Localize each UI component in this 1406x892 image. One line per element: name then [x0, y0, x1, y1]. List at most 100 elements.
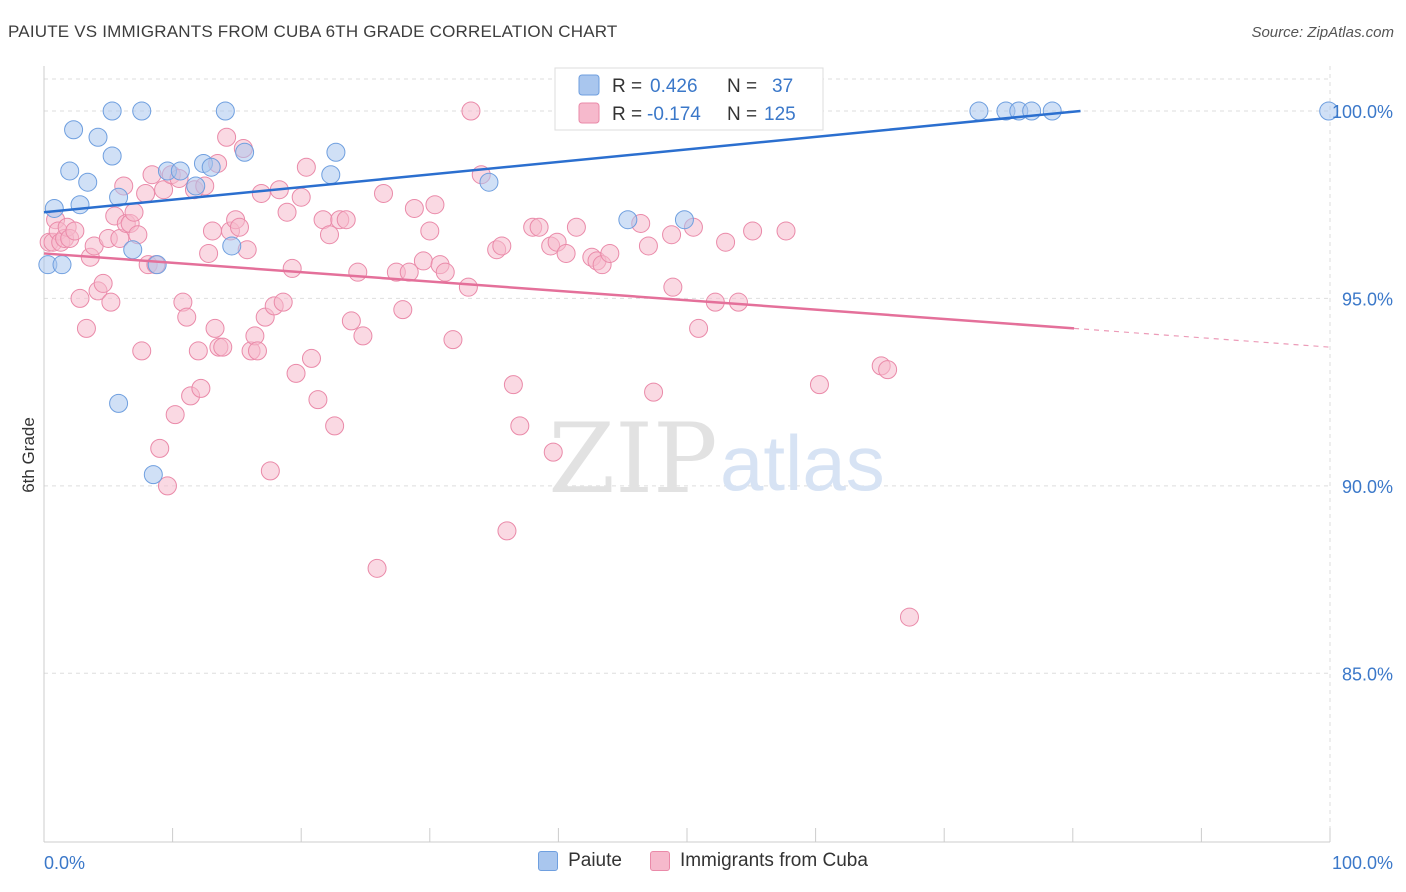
chart-title: PAIUTE VS IMMIGRANTS FROM CUBA 6TH GRADE…	[8, 22, 618, 41]
cuba-point	[458, 277, 478, 297]
paiute-point	[618, 210, 638, 230]
paiute-point	[215, 101, 235, 121]
x-tick-label-start: 0.0%	[44, 853, 85, 873]
cuba-trend-extension	[1074, 327, 1331, 348]
paiute-point	[70, 195, 90, 215]
cuba-point	[644, 382, 664, 402]
cuba-point	[70, 288, 90, 308]
y-axis-label: 6th Grade	[19, 417, 38, 493]
paiute-point	[132, 101, 152, 121]
paiute-point	[235, 142, 255, 162]
paiute-point	[60, 161, 80, 181]
cuba-point	[319, 225, 339, 245]
legend-swatch-cuba	[649, 851, 670, 871]
paiute-r-label: R =	[612, 76, 642, 97]
cuba-point	[213, 337, 233, 357]
axes	[43, 66, 1331, 843]
paiute-point	[170, 161, 190, 181]
cuba-point	[689, 318, 709, 338]
stats-legend-box	[554, 67, 824, 131]
cuba-point	[277, 202, 297, 222]
cuba-point	[809, 375, 829, 395]
cuba-point	[296, 157, 316, 177]
cuba-point	[543, 442, 563, 462]
bottom-legend: Paiute Immigrants from Cuba	[0, 850, 1406, 872]
paiute-points	[38, 101, 1339, 485]
stats-legend: R = 0.426 N = 37 R = -0.174 N = 125	[554, 67, 824, 131]
paiute-point	[222, 236, 242, 256]
paiute-point	[64, 120, 84, 140]
y-tick-label: 90.0%	[1342, 477, 1393, 497]
cuba-point	[336, 210, 356, 230]
paiute-point	[78, 172, 98, 192]
cuba-point	[132, 341, 152, 361]
cuba-point	[662, 225, 682, 245]
cuba-point	[492, 236, 512, 256]
trend-lines	[43, 109, 1331, 348]
cuba-point	[404, 198, 424, 218]
legend-item-cuba[interactable]: Immigrants from Cuba	[649, 850, 868, 872]
cuba-legend-swatch	[578, 102, 600, 124]
paiute-point	[88, 127, 108, 147]
tick-labels: 85.0% 90.0% 95.0% 100.0% 0.0% 100.0%	[44, 102, 1393, 873]
cuba-point	[229, 217, 249, 237]
cuba-point	[301, 348, 321, 368]
paiute-point	[969, 101, 989, 121]
cuba-point	[260, 461, 280, 481]
cuba-point	[188, 341, 208, 361]
paiute-point	[326, 142, 346, 162]
cuba-point	[191, 378, 211, 398]
cuba-point	[124, 202, 144, 222]
cuba-point	[413, 251, 433, 271]
cuba-point	[202, 221, 222, 241]
paiute-point	[109, 393, 129, 413]
cuba-point	[205, 318, 225, 338]
cuba-point	[420, 221, 440, 241]
legend-label-cuba: Immigrants from Cuba	[679, 850, 868, 871]
y-tick-label: 85.0%	[1342, 664, 1393, 684]
y-tick-label: 95.0%	[1342, 289, 1393, 309]
cuba-point	[663, 277, 683, 297]
paiute-point	[109, 187, 129, 207]
cuba-point	[776, 221, 796, 241]
cuba-point	[154, 180, 174, 200]
cuba-point	[177, 307, 197, 327]
paiute-point	[479, 172, 499, 192]
cuba-r-value: -0.174	[647, 104, 701, 125]
cuba-point	[150, 438, 170, 458]
cuba-point	[308, 390, 328, 410]
cuba-point	[716, 232, 736, 252]
chart-source: Source: ZipAtlas.com	[1251, 24, 1394, 41]
cuba-point	[199, 243, 219, 263]
cuba-point	[291, 187, 311, 207]
cuba-point	[247, 341, 267, 361]
paiute-n-value: 37	[772, 76, 793, 97]
paiute-point	[321, 165, 341, 185]
paiute-point	[186, 176, 206, 196]
cuba-point	[878, 360, 898, 380]
paiute-trend-line	[43, 109, 1081, 214]
cuba-point	[566, 217, 586, 237]
paiute-point	[147, 255, 167, 275]
legend-item-paiute[interactable]: Paiute	[538, 850, 622, 872]
cuba-point	[728, 292, 748, 312]
cuba-point	[510, 416, 530, 436]
paiute-r-value: 0.426	[650, 76, 698, 97]
paiute-n-label: N =	[727, 76, 757, 97]
paiute-point	[201, 157, 221, 177]
cuba-point	[286, 363, 306, 383]
cuba-point	[443, 330, 463, 350]
cuba-point	[461, 101, 481, 121]
cuba-point	[638, 236, 658, 256]
cuba-point	[367, 558, 387, 578]
cuba-point	[529, 217, 549, 237]
cuba-point	[251, 183, 271, 203]
cuba-point	[217, 127, 237, 147]
cuba-point	[136, 183, 156, 203]
cuba-point	[600, 243, 620, 263]
paiute-point	[52, 255, 72, 275]
paiute-point	[674, 210, 694, 230]
cuba-n-label: N =	[727, 104, 757, 125]
cuba-point	[393, 300, 413, 320]
